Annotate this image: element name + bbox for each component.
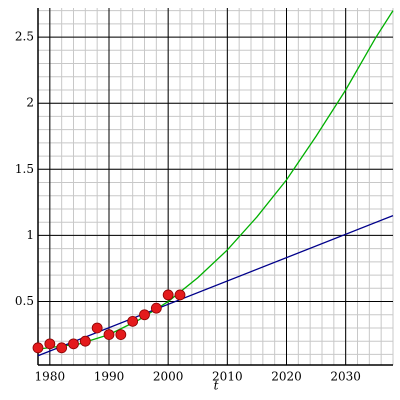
data-point (162, 289, 174, 301)
data-point (115, 329, 127, 340)
y-tick-label: 1.5 (15, 162, 34, 176)
data-point (91, 322, 103, 334)
data-point (139, 309, 150, 321)
x-tick-label: 2000 (153, 370, 184, 384)
x-tick-label: 2030 (330, 370, 361, 384)
x-tick-label: 1990 (94, 370, 125, 384)
data-point (32, 342, 44, 354)
data-point (44, 338, 56, 350)
data-point (103, 329, 115, 340)
y-tick-label: 2 (26, 96, 34, 110)
x-axis-label: t (214, 379, 219, 393)
y-tick-label: 2.5 (15, 30, 34, 44)
x-tick-label: 1980 (35, 370, 66, 384)
data-point (56, 342, 68, 354)
y-tick-label: 0.5 (15, 294, 34, 308)
data-point (150, 302, 162, 314)
x-tick-label: 2020 (271, 370, 302, 384)
x-tick-label: 2010 (212, 370, 243, 384)
data-point (127, 315, 139, 327)
y-tick-label: 1 (26, 228, 34, 242)
data-point (79, 335, 91, 347)
data-point (68, 338, 79, 350)
data-point (174, 289, 186, 301)
